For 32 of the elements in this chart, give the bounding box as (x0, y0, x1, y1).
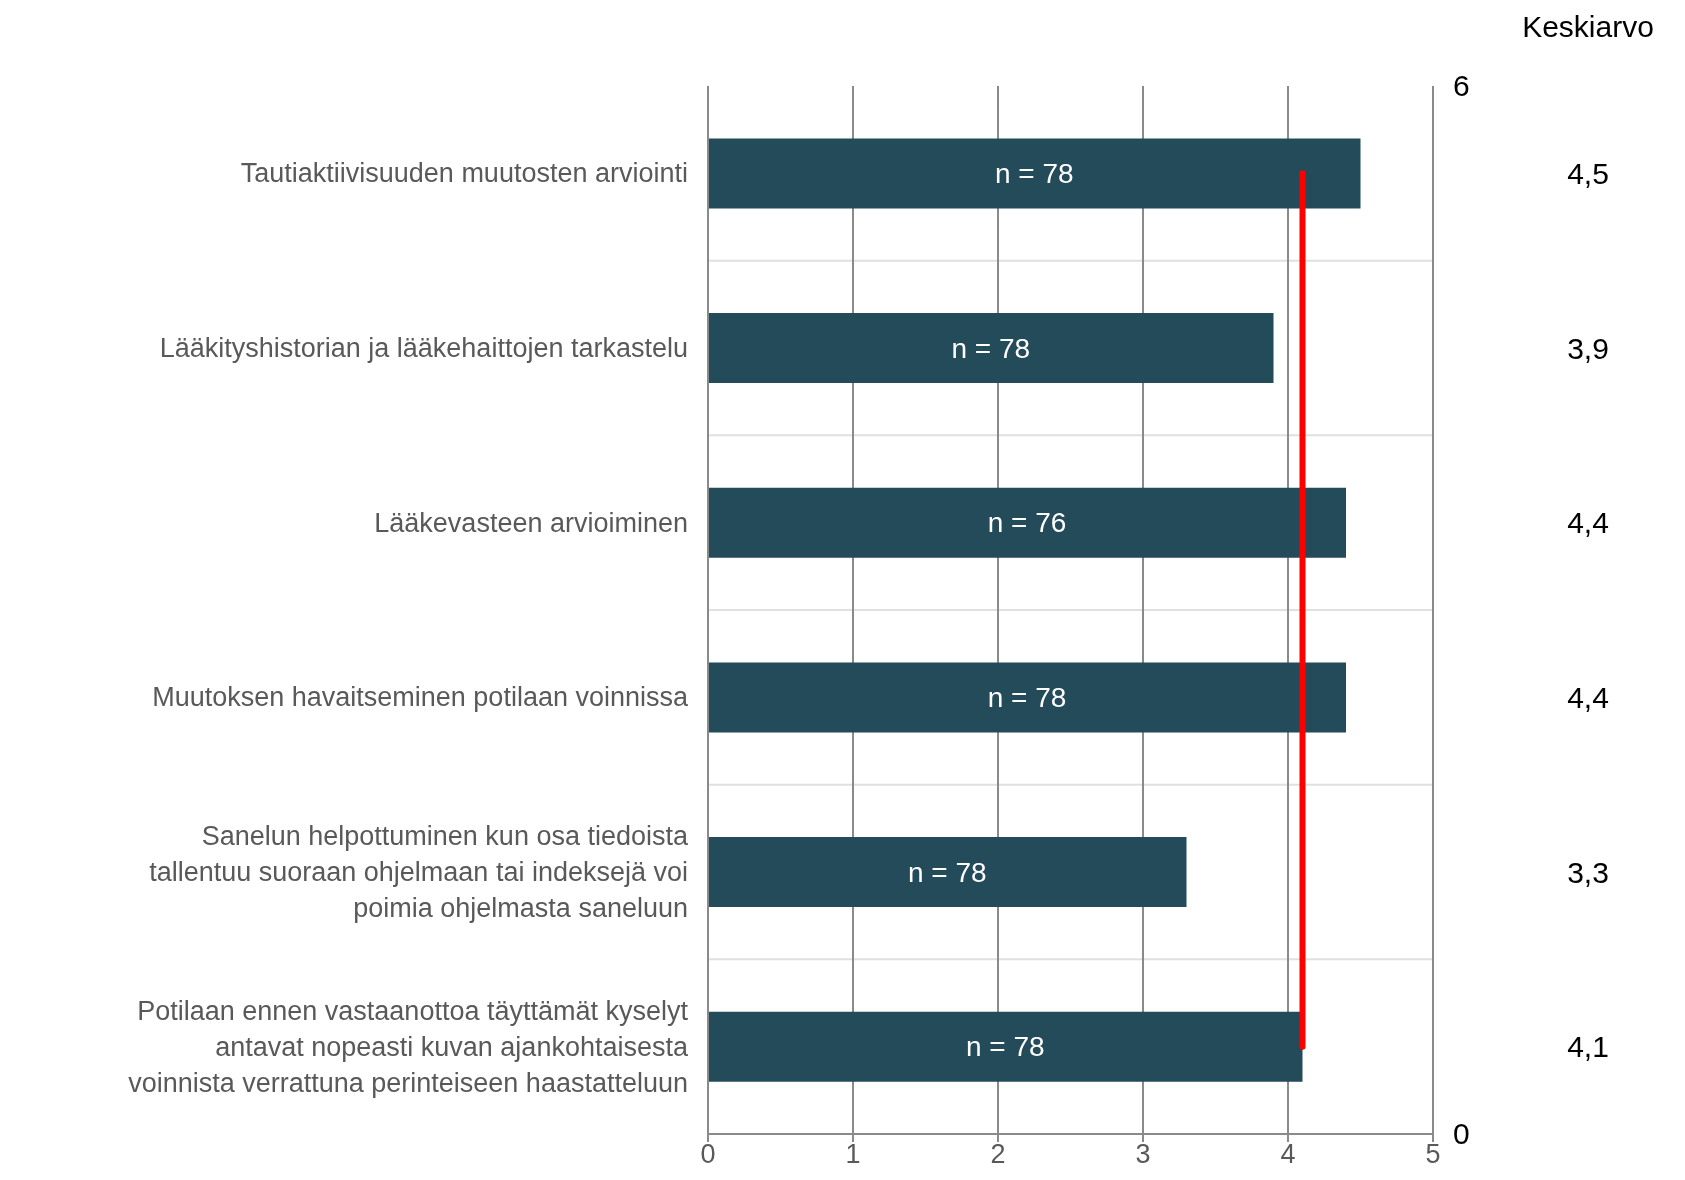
data-label: 4,4 (1567, 680, 1609, 714)
bar (708, 138, 1361, 209)
x-tick-label: 3 (1135, 1139, 1151, 1170)
annotation: n = 78 (907, 856, 987, 888)
text: Keskiarvo (1521, 10, 1655, 44)
bar (708, 1011, 1303, 1082)
annotation: n = 78 (951, 332, 1031, 364)
data-label: 4,4 (1567, 506, 1609, 540)
bar (708, 313, 1274, 384)
data-label: 3,3 (1567, 855, 1609, 889)
data-label: 3,9 (1567, 331, 1609, 365)
text: 6 (1453, 68, 1470, 104)
annotation: n = 78 (987, 681, 1067, 713)
x-tick-label: 0 (700, 1139, 716, 1170)
y-tick-label: Lääkityshistorian ja lääkehaittojen tarkastelu (159, 333, 688, 363)
data-label: 4,5 (1567, 156, 1609, 190)
x-tick-label: 5 (1425, 1139, 1441, 1170)
x-tick-label: 2 (990, 1139, 1006, 1170)
annotation: n = 76 (987, 507, 1067, 539)
x-tick-label: 1 (845, 1139, 861, 1170)
annotation: n = 78 (994, 157, 1074, 189)
bar (708, 837, 1187, 908)
y-tick-label: Potilaan ennen vastaanottoa täyttämät kyselyt antavat nopeasti kuvan ajankohtaisesta voinnista verrattuna perinteiseen haastatteluun (128, 995, 689, 1098)
y-tick-label: Sanelun helpottuminen kun osa tiedoista tallentuu suoraan ohjelmaan tai indeksejä voi poimia ohjelmasta saneluun (149, 821, 689, 923)
bar (708, 662, 1346, 733)
x-tick-label: 4 (1280, 1139, 1296, 1170)
y-tick-label: Lääkevasteen arvioiminen (374, 507, 688, 538)
y-tick-label: Muutoksen havaitseminen potilaan voinnissa (152, 682, 689, 713)
y-tick-label: Tautiaktiivisuuden muutosten arviointi (240, 158, 688, 189)
bar (708, 487, 1346, 558)
annotation: n = 78 (965, 1031, 1045, 1063)
data-label: 4,1 (1567, 1030, 1609, 1064)
